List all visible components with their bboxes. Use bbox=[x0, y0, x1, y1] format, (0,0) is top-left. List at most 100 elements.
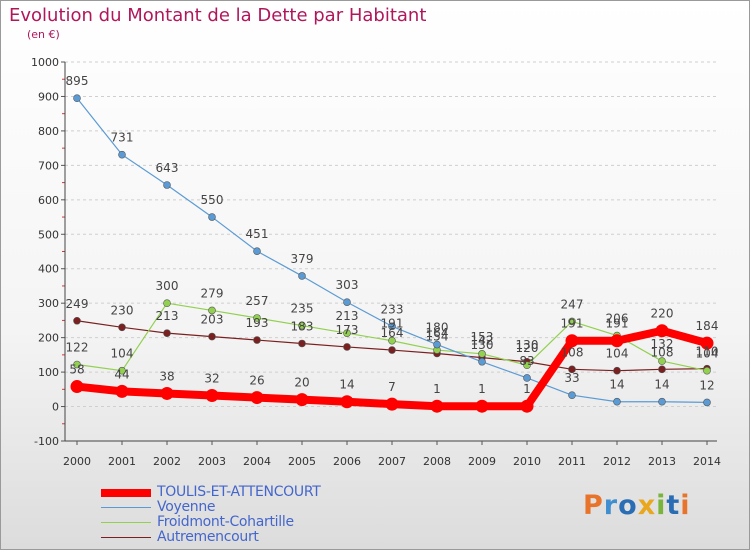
legend-swatch bbox=[101, 537, 151, 538]
data-label: 108 bbox=[561, 345, 584, 359]
data-label: 164 bbox=[426, 326, 449, 340]
data-point bbox=[613, 366, 621, 375]
data-label: 379 bbox=[291, 252, 314, 266]
data-label: 203 bbox=[201, 313, 224, 327]
data-label: 191 bbox=[561, 317, 584, 331]
data-point bbox=[73, 94, 81, 102]
data-point bbox=[295, 393, 309, 407]
data-label: 643 bbox=[156, 161, 179, 175]
data-label: 26 bbox=[249, 374, 264, 388]
chart-legend: TOULIS-ET-ATTENCOURT Voyenne Froidmont-C… bbox=[101, 485, 321, 545]
data-label: 38 bbox=[159, 369, 174, 383]
data-label: 20 bbox=[294, 376, 309, 390]
y-tick-label: 0 bbox=[52, 401, 59, 414]
data-point bbox=[208, 213, 216, 221]
logo-letter: i bbox=[656, 490, 667, 521]
legend-item-toulis: TOULIS-ET-ATTENCOURT bbox=[101, 485, 321, 500]
logo-letter: t bbox=[666, 490, 681, 521]
data-label: 279 bbox=[201, 286, 224, 300]
x-tick-label: 2010 bbox=[513, 455, 541, 468]
data-point bbox=[478, 357, 486, 366]
data-label: 132 bbox=[651, 337, 674, 351]
data-point bbox=[160, 386, 174, 400]
y-tick-label: 100 bbox=[38, 366, 59, 379]
data-label: 184 bbox=[696, 319, 719, 333]
data-point bbox=[115, 384, 129, 398]
data-label: 108 bbox=[651, 345, 674, 359]
data-point bbox=[568, 391, 576, 399]
data-point bbox=[70, 380, 84, 394]
data-point bbox=[253, 336, 261, 344]
data-point bbox=[658, 397, 666, 406]
data-label: 154 bbox=[426, 329, 449, 343]
data-point bbox=[478, 350, 486, 358]
legend-item-voyenne: Voyenne bbox=[101, 500, 321, 515]
data-point bbox=[118, 323, 126, 332]
data-label: 44 bbox=[114, 367, 129, 381]
data-label: 14 bbox=[609, 378, 624, 392]
data-label: 191 bbox=[381, 317, 404, 331]
logo-letter: i bbox=[680, 490, 691, 521]
data-point bbox=[433, 340, 441, 349]
data-label: 14 bbox=[339, 378, 354, 392]
x-tick-label: 2006 bbox=[333, 455, 361, 468]
x-tick-label: 2002 bbox=[153, 455, 181, 468]
data-label: 104 bbox=[111, 347, 134, 361]
chart-subtitle: (en €) bbox=[27, 28, 60, 41]
data-point bbox=[253, 314, 261, 322]
logo-letter: x bbox=[637, 490, 657, 521]
data-point bbox=[343, 298, 351, 306]
data-label: 12 bbox=[699, 378, 714, 392]
data-label: 731 bbox=[111, 131, 134, 145]
data-label: 142 bbox=[471, 334, 494, 348]
data-point bbox=[658, 365, 666, 374]
data-point bbox=[340, 395, 354, 409]
data-point bbox=[73, 360, 81, 369]
data-label: 213 bbox=[336, 309, 359, 323]
data-label: 33 bbox=[564, 371, 579, 385]
data-label: 83 bbox=[519, 354, 534, 368]
data-label: 550 bbox=[201, 193, 224, 207]
data-label: 206 bbox=[606, 312, 629, 326]
data-label: 104 bbox=[696, 347, 719, 361]
proxiti-logo: Proxiti bbox=[583, 490, 691, 521]
data-point bbox=[343, 329, 351, 337]
x-tick-label: 2007 bbox=[378, 455, 406, 468]
data-point bbox=[118, 366, 126, 375]
data-label: 173 bbox=[336, 323, 359, 337]
x-tick-label: 2004 bbox=[243, 455, 271, 468]
data-point bbox=[703, 366, 711, 375]
data-point bbox=[568, 317, 576, 326]
legend-label: Froidmont-Cohartille bbox=[157, 514, 294, 530]
data-label: 247 bbox=[561, 297, 584, 311]
logo-letter: o bbox=[618, 490, 638, 521]
data-point bbox=[385, 397, 399, 411]
data-point bbox=[610, 334, 624, 348]
data-label: 257 bbox=[246, 294, 269, 308]
legend-swatch bbox=[101, 522, 151, 523]
data-label: 303 bbox=[336, 278, 359, 292]
data-point bbox=[298, 272, 306, 280]
data-label: 32 bbox=[204, 372, 219, 386]
data-label: 1 bbox=[523, 382, 531, 396]
data-point bbox=[205, 389, 219, 403]
y-tick-label: 700 bbox=[38, 159, 59, 172]
y-tick-label: 1000 bbox=[31, 56, 59, 69]
x-tick-label: 2008 bbox=[423, 455, 451, 468]
data-point bbox=[568, 365, 576, 374]
data-point bbox=[388, 346, 396, 354]
x-tick-label: 2005 bbox=[288, 455, 316, 468]
data-point bbox=[163, 329, 171, 337]
y-tick-label: 200 bbox=[38, 332, 59, 345]
data-label: 895 bbox=[66, 74, 89, 88]
data-label: 1 bbox=[433, 382, 441, 396]
data-point bbox=[208, 332, 216, 341]
data-point bbox=[250, 391, 264, 405]
y-tick-label: 600 bbox=[38, 194, 59, 207]
legend-label: Autremencourt bbox=[157, 529, 259, 545]
data-label: 193 bbox=[246, 316, 269, 330]
data-label: 14 bbox=[654, 378, 669, 392]
y-tick-label: 900 bbox=[38, 90, 59, 103]
data-point bbox=[298, 339, 306, 348]
